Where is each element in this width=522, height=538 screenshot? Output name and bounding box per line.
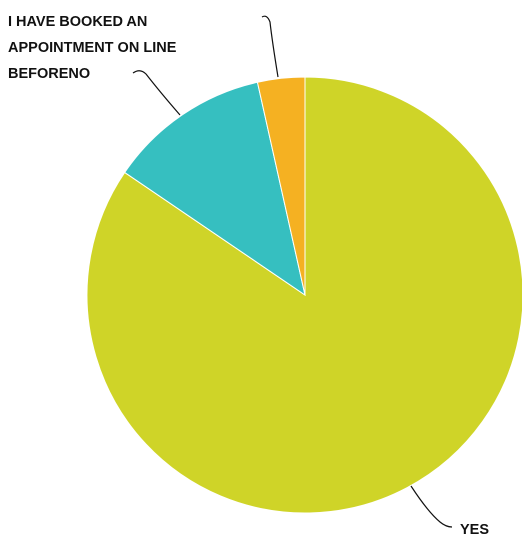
slice-question [256,76,306,296]
label-question-line3-text: BEFORE [8,66,69,82]
leader-line-yes [410,485,453,528]
leader-line-question [261,15,279,78]
label-question-line2: APPOINTMENT ON LINE [8,40,177,56]
slice-no [124,81,306,297]
pie-slices [86,76,522,514]
label-question-line3: BEFORENO [8,66,90,82]
leader-line-no [132,70,181,116]
label-question-line1: I HAVE BOOKED AN [8,14,147,30]
label-yes: YES [460,522,489,538]
label-no: NO [68,66,90,82]
